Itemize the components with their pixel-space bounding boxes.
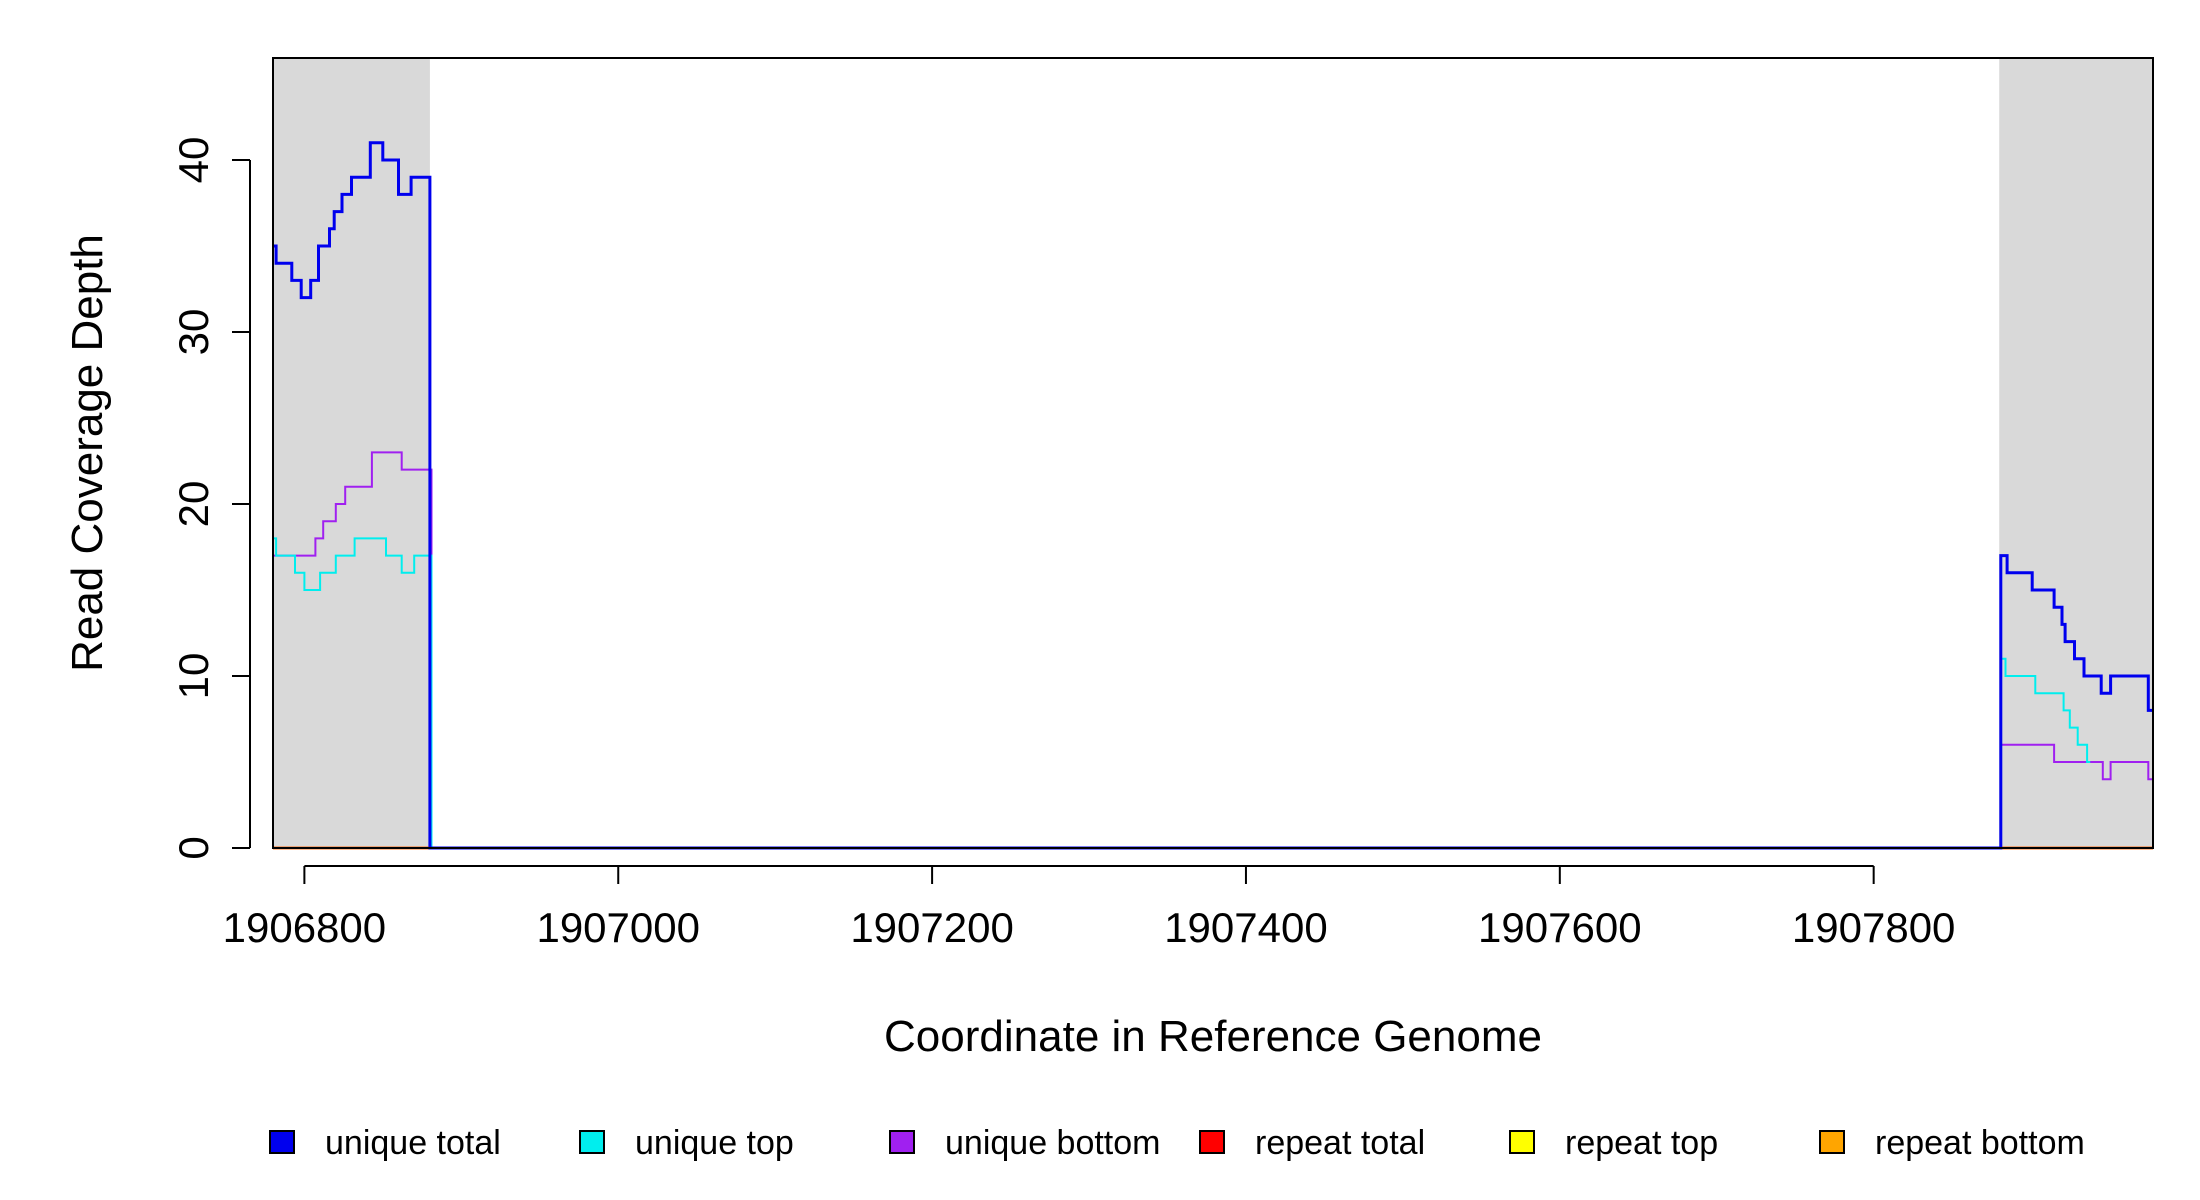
legend-swatch [1509, 1130, 1535, 1154]
y-tick-label: 30 [170, 309, 217, 356]
legend-swatch [889, 1130, 915, 1154]
legend-item-unique-total: unique total [269, 1124, 501, 1162]
x-axis: 1906800 1907000 1907200 1907400 1907600 19078… [223, 865, 1956, 951]
y-tick-label: 10 [170, 653, 217, 700]
y-axis-title: Read Coverage Depth [63, 234, 112, 672]
x-tick-label: 1907000 [536, 904, 700, 951]
x-tick-label: 1907600 [1478, 904, 1642, 951]
x-tick-label: 1907800 [1792, 904, 1956, 951]
legend: unique total unique top unique bottom repea… [269, 1124, 2085, 1162]
legend-swatch [1819, 1130, 1845, 1154]
legend-item-unique-bottom: unique bottom [889, 1124, 1161, 1162]
legend-swatch [579, 1130, 605, 1154]
x-tick-label: 1907200 [850, 904, 1014, 951]
legend-swatch [1199, 1130, 1225, 1154]
legend-item-repeat-top: repeat top [1509, 1124, 1718, 1162]
y-tick-label: 40 [170, 137, 217, 184]
series-lines [273, 141, 2153, 850]
series-line-unique-bottom [273, 451, 2153, 849]
legend-label: repeat top [1565, 1124, 1718, 1162]
y-tick-label: 20 [170, 481, 217, 528]
y-tick-label: 0 [170, 836, 217, 859]
x-tick-label: 1907400 [1164, 904, 1328, 951]
shaded-region-2 [1999, 58, 2153, 848]
legend-label: unique bottom [945, 1124, 1161, 1162]
legend-item-repeat-total: repeat total [1199, 1124, 1425, 1162]
x-tick-label: 1906800 [223, 904, 387, 951]
plot-frame [272, 57, 2154, 849]
legend-item-repeat-bottom: repeat bottom [1819, 1124, 2085, 1162]
legend-item-unique-top: unique top [579, 1124, 794, 1162]
series-line-unique-total [273, 141, 2153, 850]
series-line-unique-top [273, 537, 2091, 849]
legend-label: repeat bottom [1875, 1124, 2085, 1162]
legend-label: unique top [635, 1124, 794, 1162]
x-axis-title: Coordinate in Reference Genome [884, 1012, 1542, 1061]
legend-label: repeat total [1255, 1124, 1425, 1162]
legend-label: unique total [325, 1124, 501, 1162]
shaded-regions [273, 58, 2153, 848]
y-axis: 0 10 20 30 40 [170, 137, 251, 860]
legend-swatch [269, 1130, 295, 1154]
